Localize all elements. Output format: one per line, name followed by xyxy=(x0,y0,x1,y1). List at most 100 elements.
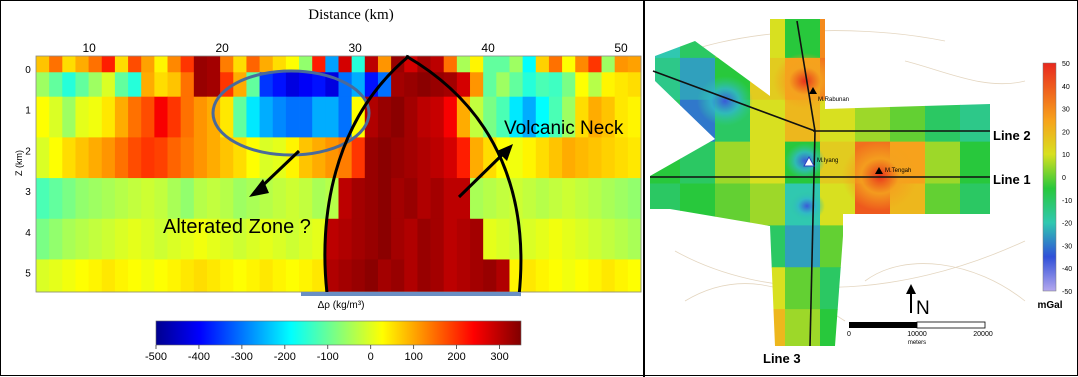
station-rabunan-marker xyxy=(809,87,817,94)
cell-r4-c19 xyxy=(285,178,300,220)
grav-cell-r7-c1 xyxy=(680,309,716,346)
cell-r5-c0 xyxy=(36,218,50,260)
cell-r3-c43 xyxy=(601,137,616,179)
cell-r1-c28 xyxy=(404,72,418,98)
gravity-colorbar-tick-8: -30 xyxy=(1062,243,1072,250)
grav-cell-r7-c0 xyxy=(650,309,681,346)
cell-r0-c24 xyxy=(351,56,366,73)
cell-r6-c6 xyxy=(114,259,129,293)
cell-r5-c6 xyxy=(114,218,129,260)
cell-r5-c31 xyxy=(443,218,458,260)
cell-r2-c44 xyxy=(614,96,629,138)
cell-r1-c9 xyxy=(154,72,168,98)
cell-r1-c19 xyxy=(285,72,300,98)
cell-r1-c6 xyxy=(114,72,129,98)
cell-r5-c5 xyxy=(101,218,116,260)
anomaly-low-west xyxy=(697,76,753,126)
cell-r5-c15 xyxy=(233,218,247,260)
cell-r3-c41 xyxy=(575,137,589,179)
cell-r4-c42 xyxy=(588,178,602,220)
cell-r1-c41 xyxy=(575,72,589,98)
cell-r2-c11 xyxy=(180,96,195,138)
cell-r3-c37 xyxy=(522,137,537,179)
grav-cell-r5-c9 xyxy=(960,225,990,268)
grav-cell-r0-c3 xyxy=(750,19,786,59)
grav-cell-r0-c6 xyxy=(855,19,891,59)
cell-r6-c14 xyxy=(220,259,234,293)
cell-r4-c27 xyxy=(391,178,405,220)
cell-r5-c40 xyxy=(562,218,576,260)
cell-r2-c22 xyxy=(325,96,339,138)
cell-r3-c39 xyxy=(548,137,563,179)
grav-cell-r5-c7 xyxy=(890,225,926,268)
cell-r5-c39 xyxy=(548,218,563,260)
cell-r0-c41 xyxy=(575,56,589,73)
grav-cell-r1-c8 xyxy=(925,57,961,101)
cell-r1-c4 xyxy=(88,72,103,98)
cell-r1-c10 xyxy=(167,72,182,98)
cell-r6-c15 xyxy=(233,259,247,293)
cell-r4-c35 xyxy=(496,178,510,220)
cell-r0-c45 xyxy=(627,56,642,73)
cell-r5-c8 xyxy=(141,218,155,260)
cell-r5-c3 xyxy=(75,218,90,260)
grav-cell-r1-c9 xyxy=(960,57,990,101)
colorbar-tick-2: -300 xyxy=(231,351,253,363)
cell-r4-c43 xyxy=(601,178,616,220)
cell-r1-c29 xyxy=(417,72,431,98)
cell-r3-c7 xyxy=(128,137,142,179)
cell-r2-c26 xyxy=(377,96,392,138)
cell-r5-c35 xyxy=(496,218,510,260)
cell-r3-c28 xyxy=(404,137,418,179)
anomaly-high-tengah xyxy=(842,141,918,211)
gravity-colorbar-tick-3: 20 xyxy=(1062,129,1070,136)
cell-r1-c24 xyxy=(351,72,366,98)
grav-cell-r0-c9 xyxy=(960,19,990,59)
cell-r5-c30 xyxy=(430,218,445,260)
neck-arrowhead xyxy=(497,144,513,161)
cell-r0-c31 xyxy=(443,56,458,73)
cell-r0-c42 xyxy=(588,56,602,73)
cell-r4-c7 xyxy=(128,178,142,220)
cell-r1-c2 xyxy=(62,72,76,98)
x-tick-50: 50 xyxy=(614,41,628,55)
cell-r5-c32 xyxy=(456,218,471,260)
scale-tick-10000: 10000 xyxy=(907,331,927,338)
cell-r0-c44 xyxy=(614,56,629,73)
cell-r3-c11 xyxy=(180,137,195,179)
grav-cell-r1-c5 xyxy=(820,57,856,101)
cell-r2-c8 xyxy=(141,96,155,138)
cell-r5-c21 xyxy=(312,218,326,260)
cell-r3-c16 xyxy=(246,137,260,179)
cell-r1-c38 xyxy=(535,72,550,98)
cell-r3-c9 xyxy=(154,137,168,179)
cell-r0-c12 xyxy=(193,56,208,73)
cell-r0-c39 xyxy=(548,56,563,73)
cell-r4-c31 xyxy=(443,178,458,220)
cell-r5-c19 xyxy=(285,218,300,260)
cell-r3-c17 xyxy=(259,137,274,179)
north-label: N xyxy=(916,298,930,319)
cell-r6-c25 xyxy=(364,259,379,293)
cell-r4-c16 xyxy=(246,178,260,220)
gravity-colorbar-ticks: 50 40 30 20 10 0 -10 -20 -30 -40 -50 xyxy=(1062,61,1072,296)
cell-r2-c20 xyxy=(299,96,313,138)
grav-cell-r4-c8 xyxy=(925,183,961,226)
cell-r3-c31 xyxy=(443,137,458,179)
cell-r4-c18 xyxy=(272,178,287,220)
x-axis-title: Distance (km) xyxy=(308,7,393,23)
cell-r4-c37 xyxy=(522,178,537,220)
grav-cell-r6-c0 xyxy=(650,267,681,310)
grav-cell-r0-c8 xyxy=(925,19,961,59)
cell-r3-c20 xyxy=(299,137,313,179)
colorbar-tick-1: -400 xyxy=(188,351,210,363)
annotation-volcanic-neck: Volcanic Neck xyxy=(504,118,624,139)
neck-curve-right xyxy=(405,54,523,297)
cell-r1-c42 xyxy=(588,72,602,98)
cell-r0-c13 xyxy=(206,56,221,73)
cell-r1-c20 xyxy=(299,72,313,98)
cell-r1-c3 xyxy=(75,72,90,98)
grav-cell-r2-c3 xyxy=(750,99,786,143)
cell-r3-c36 xyxy=(509,137,524,179)
